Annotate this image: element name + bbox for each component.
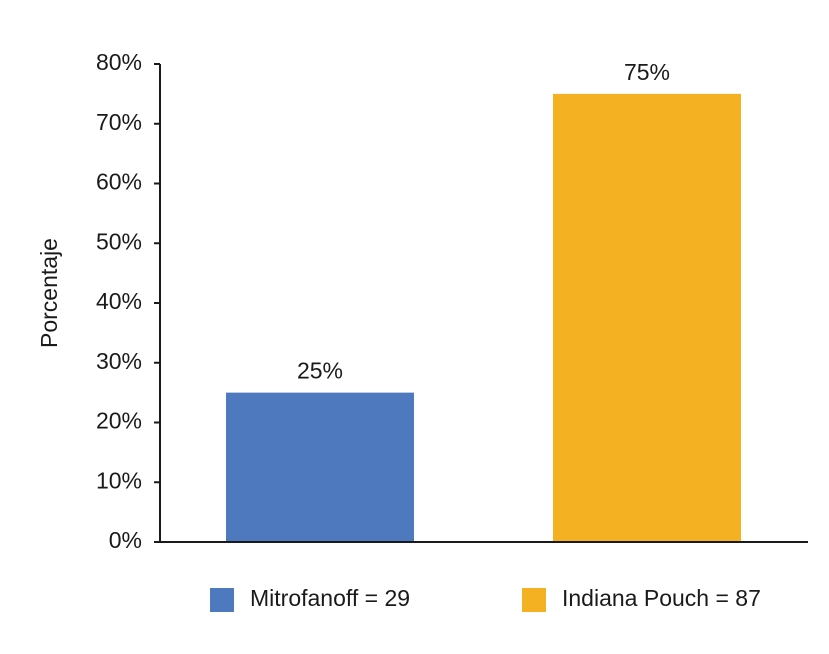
data-label: 75%	[624, 59, 670, 85]
legend-label: Indiana Pouch = 87	[562, 585, 761, 611]
y-axis-title: Porcentaje	[36, 238, 62, 348]
y-tick-label: 50%	[96, 228, 142, 254]
bar-indiana-pouch	[553, 93, 741, 542]
y-tick-label: 20%	[96, 408, 142, 434]
bars	[226, 93, 741, 542]
data-label: 25%	[297, 358, 343, 384]
legend-swatch	[522, 588, 546, 612]
y-tick-label: 10%	[96, 467, 142, 493]
y-tick-label: 80%	[96, 49, 142, 75]
bar-mitrofanoff	[226, 392, 414, 542]
y-tick-label: 70%	[96, 109, 142, 135]
y-axis-ticks: 0% 10% 20% 30% 40% 50% 60% 70% 80%	[96, 49, 160, 553]
legend: Mitrofanoff = 29 Indiana Pouch = 87	[210, 585, 761, 612]
y-tick-label: 30%	[96, 348, 142, 374]
y-tick-label: 0%	[109, 527, 142, 553]
y-tick-label: 60%	[96, 169, 142, 195]
y-tick-label: 40%	[96, 288, 142, 314]
legend-label: Mitrofanoff = 29	[250, 585, 410, 611]
legend-swatch	[210, 588, 234, 612]
data-labels: 25% 75%	[297, 59, 670, 384]
